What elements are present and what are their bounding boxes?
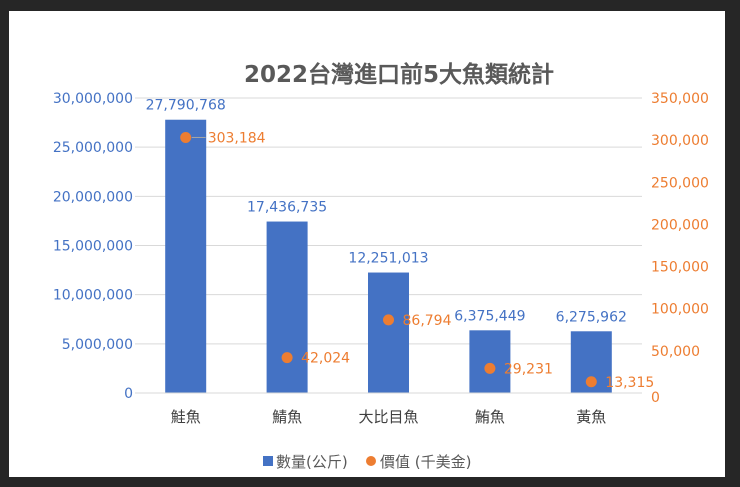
- combo-chart: 2022台灣進口前5大魚類統計 0 5,000,000 10,000,000 15,0…: [53, 61, 709, 471]
- bar-0: [165, 119, 207, 393]
- y-left-tick-label: 5,000,000: [62, 337, 133, 353]
- legend-point-label: 價值 (千美金): [380, 453, 471, 471]
- point-3: [484, 362, 496, 374]
- point-data-label: 86,794: [403, 313, 452, 329]
- bar-data-label: 6,375,449: [454, 308, 525, 324]
- point-data-label: 303,184: [208, 130, 266, 146]
- y-right-tick-label: 200,000: [651, 217, 709, 233]
- bar-data-label: 6,275,962: [556, 309, 627, 325]
- x-tick-label: 大比目魚: [358, 408, 418, 426]
- y-right-tick-label: 150,000: [651, 260, 709, 276]
- y-right-tick-label: 250,000: [651, 175, 709, 191]
- x-tick-label: 鮭魚: [171, 408, 201, 426]
- point-4: [585, 376, 597, 388]
- y-left-tick-label: 0: [124, 386, 133, 402]
- point-data-label: 29,231: [504, 361, 553, 377]
- point-data-label: 13,315: [605, 375, 654, 391]
- y-left-tick-label: 10,000,000: [53, 288, 133, 304]
- bar-data-label: 17,436,735: [247, 200, 327, 216]
- y-right-tick-label: 300,000: [651, 133, 709, 149]
- x-tick-label: 黃魚: [576, 408, 606, 426]
- bar-1: [266, 221, 308, 393]
- legend-bar-label: 數量(公斤): [276, 453, 348, 471]
- bar-data-label: 12,251,013: [348, 251, 428, 267]
- y-left-tick-label: 30,000,000: [53, 91, 133, 107]
- legend-bar-swatch: [263, 456, 273, 466]
- bar-3: [469, 330, 511, 393]
- legend-point-swatch: [366, 456, 376, 466]
- chart-area: 2022台灣進口前5大魚類統計 0 5,000,000 10,000,000 15,0…: [9, 11, 725, 477]
- y-right-tick-label: 0: [651, 390, 660, 406]
- point-0: [180, 131, 192, 143]
- point-2: [383, 314, 394, 326]
- y-left-tick-label: 20,000,000: [53, 189, 133, 205]
- x-tick-label: 鯖魚: [272, 408, 302, 426]
- y-right-tick-label: 100,000: [651, 302, 709, 318]
- point-data-label: 42,024: [301, 351, 350, 367]
- y-left-tick-label: 25,000,000: [53, 140, 133, 156]
- x-tick-label: 鮪魚: [475, 408, 505, 426]
- y-left-tick-label: 15,000,000: [53, 239, 133, 255]
- chart-title: 2022台灣進口前5大魚類統計: [244, 61, 554, 88]
- y-right-tick-label: 350,000: [651, 91, 709, 107]
- point-1: [281, 352, 293, 364]
- bar-2: [368, 272, 409, 393]
- bar-data-label: 27,790,768: [146, 98, 226, 114]
- y-right-tick-label: 50,000: [651, 344, 700, 360]
